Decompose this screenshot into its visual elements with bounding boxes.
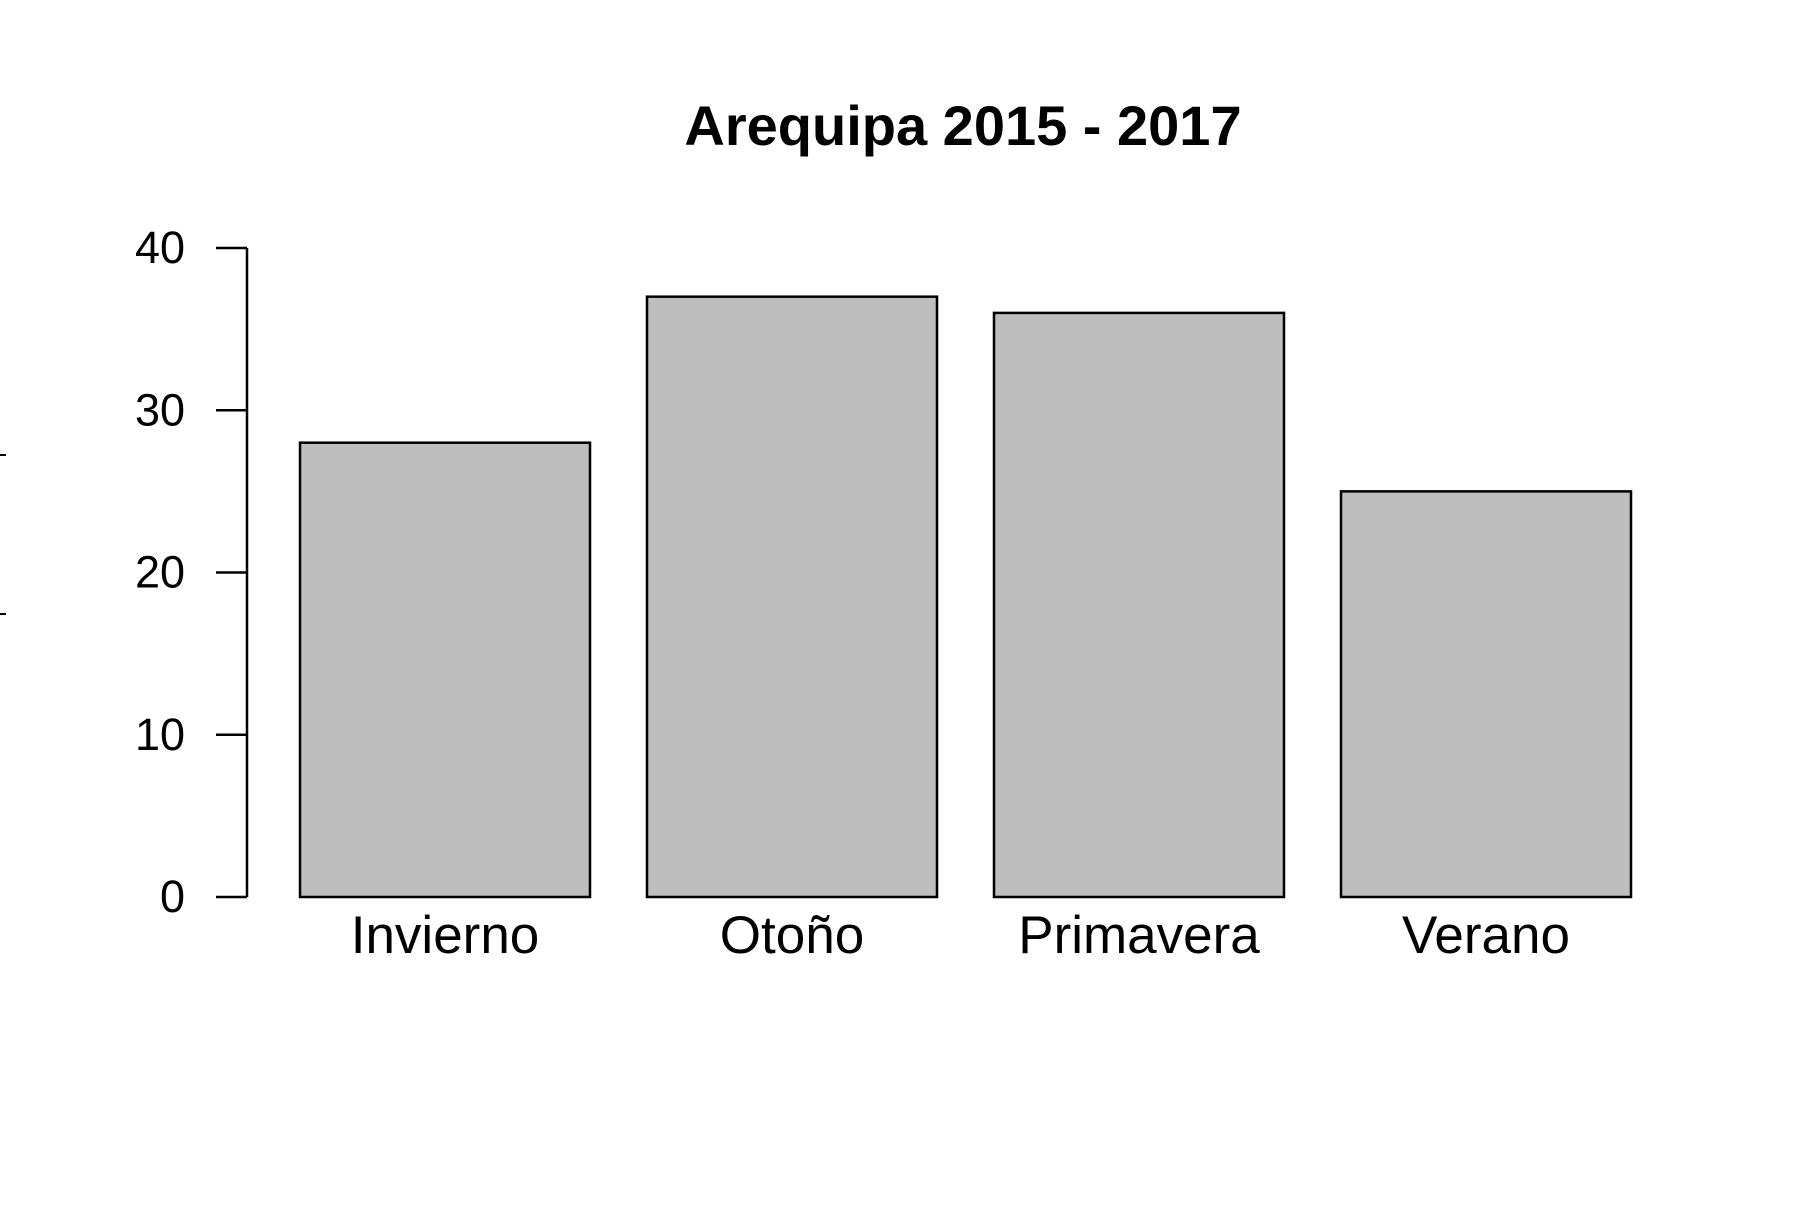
y-tick-label: 10 — [135, 709, 185, 760]
chart-title: Arequipa 2015 - 2017 — [684, 94, 1241, 157]
x-axis-labels: Invierno Otoño Primavera Verano — [351, 906, 1570, 965]
bar — [645, 295, 939, 899]
y-tick-label: 40 — [135, 222, 185, 273]
x-tick-label: Verano — [1402, 906, 1570, 965]
x-tick-label: Otoño — [720, 906, 864, 965]
bar — [1339, 490, 1633, 899]
y-tick-label: 20 — [135, 547, 185, 598]
x-tick-label: Primavera — [1018, 906, 1260, 965]
y-tick-label: 30 — [135, 384, 185, 435]
bars-group — [298, 295, 1633, 899]
y-tick-label: 0 — [160, 871, 185, 922]
bar — [992, 311, 1286, 899]
y-axis: 0 10 20 30 40 — [135, 222, 249, 922]
bar — [298, 441, 592, 899]
x-tick-label: Invierno — [351, 906, 540, 965]
